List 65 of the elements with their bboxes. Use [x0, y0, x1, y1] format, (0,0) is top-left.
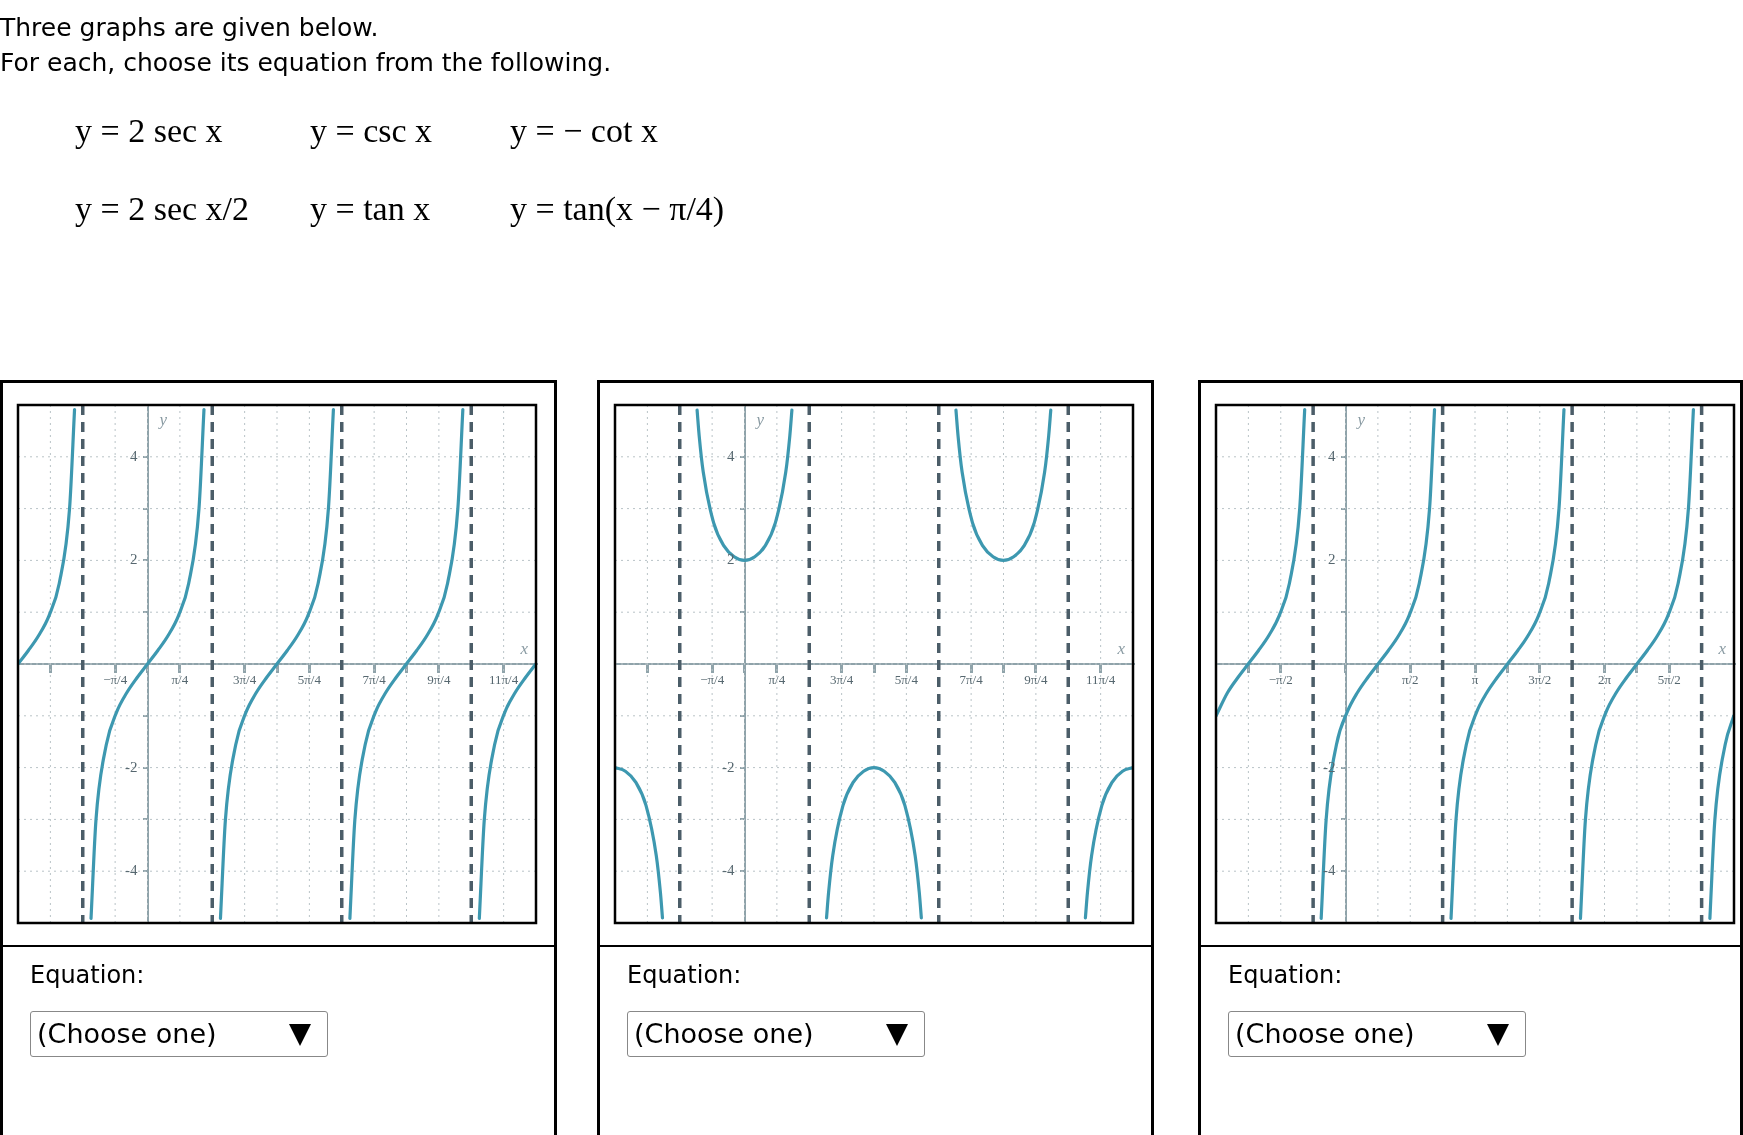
line-series — [695, 408, 794, 562]
x-axis-title: x — [1717, 639, 1727, 658]
line-series — [1449, 408, 1566, 920]
x-tick-label: 3π/4 — [233, 672, 257, 688]
x-tick-label: 11π/4 — [1086, 672, 1116, 688]
x-tick-label: 11π/4 — [489, 672, 519, 688]
x-tick-label: 9π/4 — [1024, 672, 1048, 688]
select-field: (Choose one) — [30, 1011, 328, 1057]
text: y = tan(x − π/4) — [510, 190, 726, 228]
text: Equation: — [30, 961, 145, 989]
select-field: (Choose one) — [1228, 1011, 1526, 1057]
x-tick-label: π/4 — [171, 672, 189, 688]
text: Equation: — [627, 961, 742, 989]
x-axis-title: x — [1116, 639, 1126, 658]
y-tick-label: -4 — [722, 862, 735, 879]
x-tick-label: 7π/4 — [362, 672, 387, 688]
y-tick-label: -2 — [125, 758, 138, 775]
y-axis-title: y — [157, 410, 168, 429]
line-series — [824, 766, 923, 920]
line-series — [18, 408, 77, 666]
line-series — [477, 662, 536, 920]
x-tick-label: 5π/4 — [894, 672, 919, 688]
y-tick-label: 2 — [1328, 551, 1336, 568]
x-tick-label: −π/2 — [1268, 672, 1293, 688]
x-tick-label: −π/4 — [700, 672, 725, 688]
text: y = − cot x — [510, 112, 659, 150]
select-field: (Choose one) — [627, 1011, 925, 1057]
x-tick-label: 3π/2 — [1528, 672, 1552, 688]
x-tick-label: 5π/4 — [297, 672, 322, 688]
line-series — [1083, 766, 1133, 920]
text: Equation: — [1228, 961, 1343, 989]
y-tick-label: 2 — [130, 551, 138, 568]
x-tick-label: π/4 — [768, 672, 786, 688]
line-series — [1578, 408, 1696, 920]
y-tick-label: 2 — [727, 551, 735, 568]
line-series — [1319, 408, 1437, 920]
x-tick-label: π — [1471, 672, 1479, 688]
line-series — [218, 408, 336, 920]
chart-subtitle: For each, choose its equation from the following. — [0, 47, 612, 79]
x-tick-label: 9π/4 — [427, 672, 451, 688]
text: y = tan x — [310, 190, 432, 228]
text: y = csc x — [310, 112, 434, 150]
y-tick-label: 4 — [130, 447, 138, 464]
line-series — [1216, 408, 1307, 718]
y-tick-label: -4 — [125, 862, 138, 879]
x-tick-label: −π/4 — [103, 672, 128, 688]
line-series — [89, 408, 206, 920]
y-tick-label: 4 — [727, 447, 735, 464]
x-tick-label: 5π/2 — [1657, 672, 1681, 688]
line-series — [615, 766, 665, 920]
text: y = 2 sec x/2 — [75, 190, 251, 228]
chart-title: Three graphs are given below. — [0, 12, 380, 44]
line-series — [348, 408, 465, 920]
x-tick-label: 2π — [1597, 672, 1612, 688]
y-axis-title: y — [1355, 410, 1366, 429]
y-axis-title: y — [754, 410, 765, 429]
x-tick-label: 7π/4 — [959, 672, 984, 688]
text: y = 2 sec x — [75, 112, 224, 150]
x-axis-title: x — [519, 639, 529, 658]
x-tick-label: π/2 — [1401, 672, 1419, 688]
y-tick-label: 4 — [1328, 447, 1336, 464]
line-series — [954, 408, 1053, 562]
line-series — [1708, 714, 1734, 920]
x-tick-label: 3π/4 — [830, 672, 854, 688]
y-tick-label: -2 — [722, 758, 735, 775]
